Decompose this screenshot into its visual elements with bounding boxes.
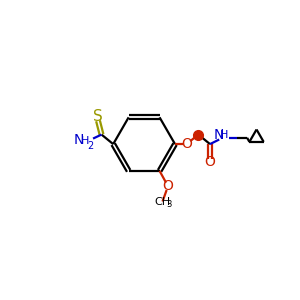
- Text: H: H: [81, 136, 90, 146]
- Text: O: O: [205, 155, 215, 170]
- Text: H: H: [220, 130, 228, 140]
- Text: CH: CH: [154, 197, 171, 207]
- Text: O: O: [181, 137, 192, 151]
- Text: 2: 2: [87, 141, 93, 151]
- Text: N: N: [73, 133, 83, 147]
- Text: S: S: [93, 109, 103, 124]
- Text: N: N: [214, 128, 224, 142]
- Text: O: O: [162, 179, 173, 193]
- Text: 3: 3: [166, 200, 172, 209]
